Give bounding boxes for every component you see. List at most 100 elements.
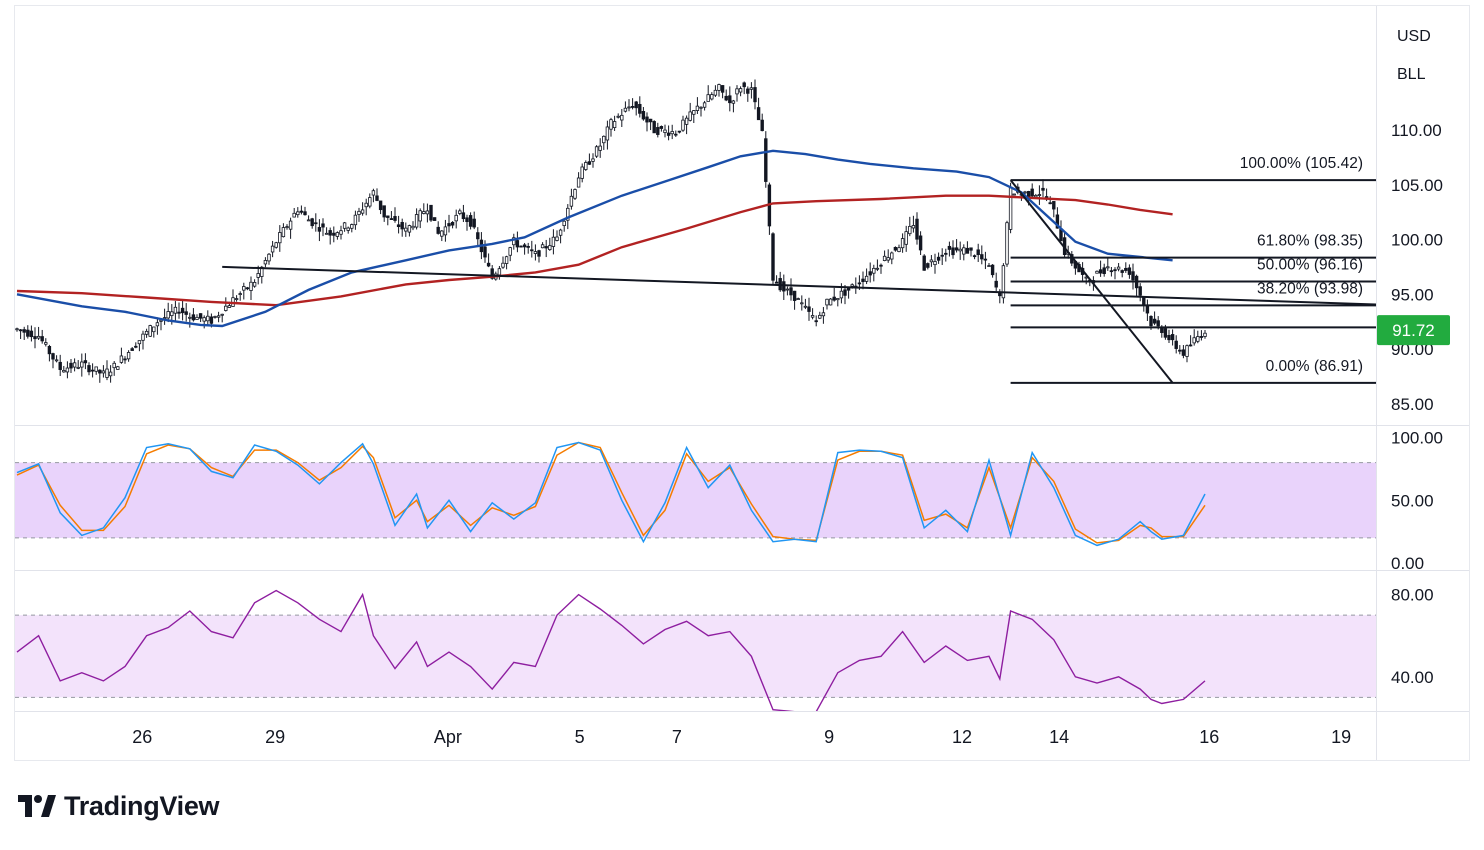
candle [414,208,419,230]
candle [1199,330,1204,341]
candle [792,290,797,310]
candle [314,213,318,232]
candle [306,215,311,222]
candle [602,135,606,150]
candle [1170,329,1175,346]
candle [1127,264,1132,279]
candle [76,360,80,370]
candle [83,353,88,370]
candle [576,172,581,188]
candle [116,365,120,370]
candle [965,241,970,254]
candle [303,206,307,216]
candle [62,365,66,373]
candle [832,287,836,302]
time-tick-label: 26 [132,727,152,747]
candle [609,117,613,137]
stochastic-band [15,462,1376,538]
candle [371,188,376,203]
candle [976,243,980,262]
candle [162,308,167,325]
candle [515,231,520,253]
candle [418,208,422,229]
candle [152,326,156,338]
price-tick-label: 85.00 [1391,395,1434,414]
time-tick-label: 5 [575,727,585,747]
candle [504,255,509,270]
candle [29,325,34,342]
candle [1167,329,1171,343]
candle [202,315,206,329]
candle [360,202,365,216]
candle [915,212,919,245]
candle [1185,344,1189,363]
candle [425,203,430,223]
candle [1037,185,1042,205]
rsi-band [15,615,1376,698]
candle [983,251,988,270]
candle [782,274,786,300]
candle [123,356,127,364]
time-axis: 26 29 Apr 5 7 9 12 14 16 19 [132,727,1351,747]
candle [292,207,296,218]
candle [476,227,480,247]
candle [789,278,793,301]
candle [206,310,210,325]
candle [706,85,710,102]
rsi-axis: 80.00 40.00 [1391,586,1434,687]
candle [785,286,790,296]
candle [1052,201,1056,218]
candle [278,225,282,252]
candle [882,250,887,262]
fibonacci-level-label: 61.80% (98.35) [1257,233,1363,250]
candle [296,207,300,218]
candle [220,313,224,323]
candle [1098,260,1103,277]
rsi-tick-label: 80.00 [1391,586,1434,605]
candle [396,215,401,234]
candle [908,216,912,237]
last-price-label: 91.72 [1392,321,1435,340]
candle [746,86,750,102]
candle [386,215,390,226]
candle [486,253,491,268]
time-tick-label: 19 [1331,727,1351,747]
candle [65,361,70,379]
candle [584,160,588,171]
candle [80,353,84,377]
candle [1188,335,1193,347]
candle [310,217,314,229]
candle [188,312,192,328]
candle [648,118,653,131]
candle [1152,311,1157,326]
candle [47,344,52,362]
candle [1120,269,1124,278]
candle [87,362,91,376]
candle [742,81,746,95]
candle [720,85,725,99]
time-tick-label: 12 [952,727,972,747]
candle [540,242,545,249]
trendline[interactable] [222,265,1399,306]
tradingview-logo[interactable]: TradingView [18,788,220,824]
candle [573,188,577,201]
candle [695,97,700,114]
candle [994,272,998,292]
price-tick-label: 100.00 [1391,231,1443,250]
candle [627,99,631,112]
candle [195,314,199,320]
rsi-tick-label: 40.00 [1391,668,1434,687]
fibonacci-levels [1010,179,1376,384]
candle [990,264,995,278]
symbol-box[interactable]: USD BLL [1397,18,1431,94]
candle [274,241,278,249]
candle [137,340,142,352]
fibonacci-level-label: 50.00% (96.16) [1257,257,1363,274]
candle [1196,330,1200,344]
candle [846,287,851,299]
candle [497,265,502,280]
candle [108,365,113,383]
candle [33,327,37,349]
